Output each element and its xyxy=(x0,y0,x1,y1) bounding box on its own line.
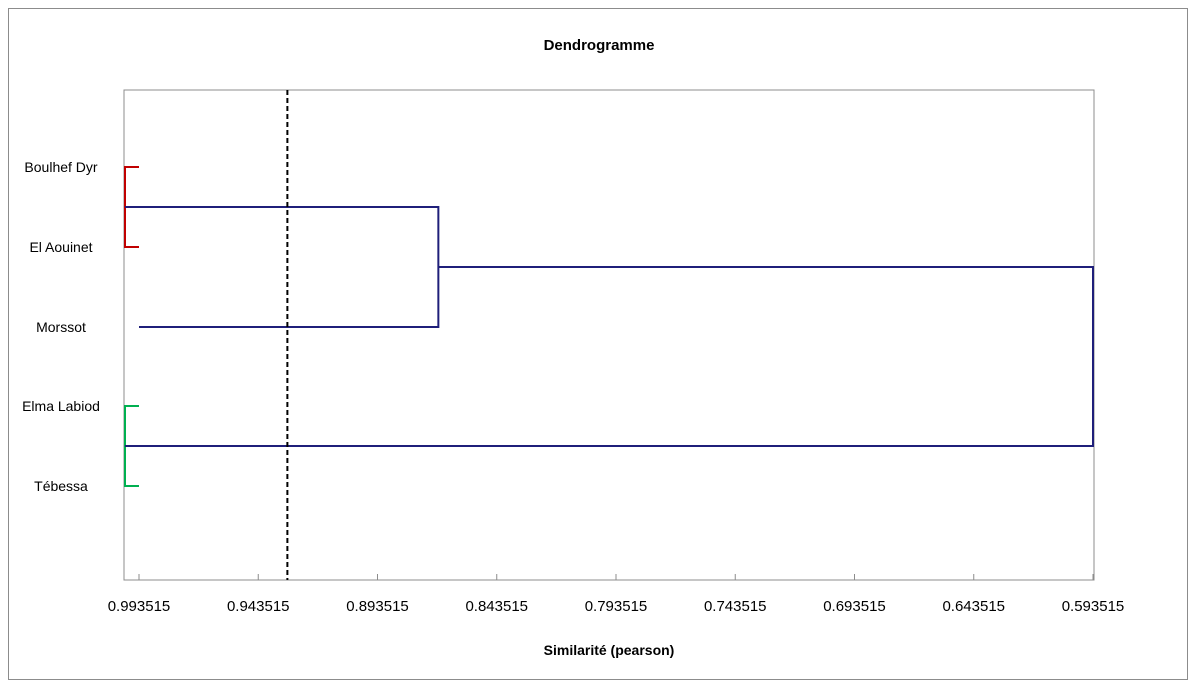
x-tick-label-1: 0.993515 xyxy=(108,598,171,615)
dendrogram-links xyxy=(124,166,1094,487)
leaf-labels: Boulhef Dyr El Aouinet Morssot Elma Labiod T… xyxy=(22,159,100,494)
leaf-label-boulhef-dyr: Boulhef Dyr xyxy=(24,159,97,175)
plot-area xyxy=(123,89,1095,581)
x-tick-label-6: 0.743515 xyxy=(704,598,767,615)
leaf-label-tebessa: Tébessa xyxy=(34,478,88,494)
x-axis-title: Similarité (pearson) xyxy=(544,642,675,658)
merge-path-3 xyxy=(125,206,440,328)
leaf-label-morssot: Morssot xyxy=(36,319,86,335)
chart-title: Dendrogramme xyxy=(544,37,655,54)
dendrogram-chart: Dendrogramme Boulhef Dyr El Aouinet Morsso… xyxy=(22,37,1125,658)
merge-link-3 xyxy=(125,206,440,328)
merge-path-4 xyxy=(125,266,1094,447)
x-tick-label-9: 0.593515 xyxy=(1062,598,1125,615)
leaf-label-el-aouinet: El Aouinet xyxy=(29,239,92,255)
x-tick-label-5: 0.793515 xyxy=(585,598,648,615)
x-tick-label-4: 0.843515 xyxy=(465,598,528,615)
x-tick-label-8: 0.643515 xyxy=(942,598,1005,615)
leaf-label-elma-labiod: Elma Labiod xyxy=(22,398,100,414)
x-tick-label-7: 0.693515 xyxy=(823,598,886,615)
merge-link-4 xyxy=(125,266,1094,447)
x-axis-ticks: 0.993515 0.943515 0.893515 0.843515 0.793515… xyxy=(108,574,1125,615)
x-tick-label-2: 0.943515 xyxy=(227,598,290,615)
chart-frame: Dendrogramme Boulhef Dyr El Aouinet Morsso… xyxy=(8,8,1188,680)
x-tick-label-3: 0.893515 xyxy=(346,598,409,615)
